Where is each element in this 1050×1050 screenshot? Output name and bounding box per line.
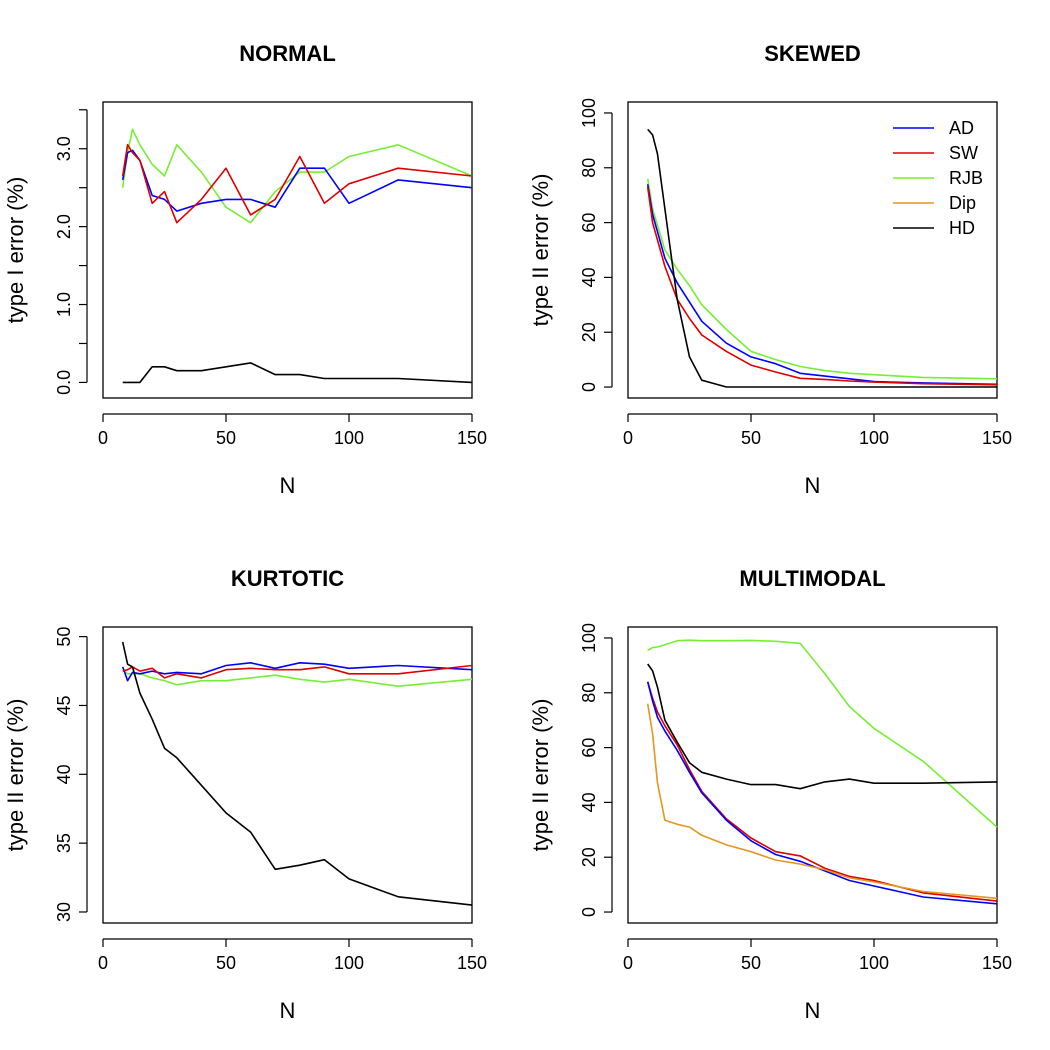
legend-label-rjb: RJB — [949, 168, 983, 188]
series-line-rjb — [647, 639, 998, 828]
x-tick-label: 50 — [216, 953, 236, 973]
chart-title: NORMAL — [239, 41, 336, 66]
x-tick-label: 0 — [98, 428, 108, 448]
legend-label-sw: SW — [949, 143, 978, 163]
panels: NORMAL 0 50 100 150 N 0.0 1.0 2.0 3.0 type I error… — [3, 41, 1012, 1023]
y-tick-label: 0 — [579, 907, 599, 917]
series-line-ad — [646, 681, 998, 905]
x-axis-label: N — [280, 998, 296, 1023]
y-tick-label: 40 — [579, 792, 599, 812]
y-axis-label: type I error (%) — [3, 177, 28, 324]
x-axis-label: N — [280, 473, 296, 498]
series-line-rjb — [121, 128, 473, 224]
chart-panel-kurtotic: KURTOTIC 0 50 100 150 N 30 35 40 45 50 type II erro… — [3, 566, 487, 1023]
series-line-sw — [122, 664, 473, 679]
x-tick-label: 150 — [982, 428, 1012, 448]
x-tick-label: 50 — [216, 428, 236, 448]
chart-panel-skewed: SKEWED 0 50 100 150 N 0 20 40 60 80 100 type II erro… — [528, 41, 1012, 498]
x-tick-label: 100 — [334, 428, 364, 448]
chart-title: SKEWED — [764, 41, 861, 66]
chart-panel-normal: NORMAL 0 50 100 150 N 0.0 1.0 2.0 3.0 type I error… — [3, 41, 487, 498]
y-tick-label: 20 — [579, 847, 599, 867]
series-line-rjb — [646, 178, 998, 380]
x-tick-label: 150 — [457, 428, 487, 448]
series-line-hd — [647, 128, 997, 388]
series-line-ad — [646, 184, 998, 386]
chart-title: KURTOTIC — [231, 566, 344, 591]
x-tick-label: 0 — [623, 428, 633, 448]
y-tick-label: 0.0 — [54, 370, 74, 395]
y-tick-label: 0 — [579, 382, 599, 392]
y-axis-label: type II error (%) — [528, 699, 553, 852]
y-tick-label: 40 — [54, 764, 74, 784]
y-tick-label: 100 — [579, 623, 599, 653]
y-tick-label: 35 — [54, 833, 74, 853]
y-tick-label: 50 — [54, 627, 74, 647]
x-tick-label: 150 — [457, 953, 487, 973]
y-tick-label: 60 — [579, 213, 599, 233]
legend-label-ad: AD — [949, 118, 974, 138]
series-line-sw — [646, 186, 998, 386]
y-tick-label: 1.0 — [54, 292, 74, 317]
y-tick-label: 2.0 — [54, 214, 74, 239]
legend-label-hd: HD — [949, 218, 975, 238]
series-line-dip — [646, 703, 998, 900]
series-line-ad — [121, 661, 473, 682]
plot-frame — [102, 101, 473, 399]
y-tick-label: 40 — [579, 267, 599, 287]
plot-frame — [627, 626, 998, 924]
x-tick-label: 50 — [741, 953, 761, 973]
chart-title: MULTIMODAL — [739, 566, 885, 591]
y-tick-label: 100 — [579, 98, 599, 128]
x-axis-label: N — [805, 473, 821, 498]
y-tick-label: 80 — [579, 683, 599, 703]
x-tick-label: 100 — [859, 428, 889, 448]
x-tick-label: 150 — [982, 953, 1012, 973]
series-line-hd — [122, 362, 473, 384]
y-tick-label: 3.0 — [54, 136, 74, 161]
y-tick-label: 20 — [579, 322, 599, 342]
legend: AD SW RJB Dip HD — [893, 118, 983, 238]
x-tick-label: 50 — [741, 428, 761, 448]
x-tick-label: 0 — [623, 953, 633, 973]
y-axis-label: type II error (%) — [3, 699, 28, 852]
y-tick-label: 45 — [54, 695, 74, 715]
x-tick-label: 100 — [859, 953, 889, 973]
plot-frame — [627, 101, 998, 399]
series-line-rjb — [122, 669, 473, 688]
y-axis-label: type II error (%) — [528, 174, 553, 327]
chart-panel-multimodal: MULTIMODAL 0 50 100 150 N 0 20 40 60 80 100 type II … — [528, 566, 1012, 1023]
x-axis-label: N — [805, 998, 821, 1023]
legend-label-dip: Dip — [949, 193, 976, 213]
series-line-hd — [121, 641, 473, 906]
x-tick-label: 0 — [98, 953, 108, 973]
plot-frame — [102, 626, 473, 924]
x-tick-label: 100 — [334, 953, 364, 973]
y-tick-label: 80 — [579, 158, 599, 178]
series-line-sw — [646, 681, 998, 902]
series-line-sw — [121, 144, 473, 224]
y-tick-label: 30 — [54, 902, 74, 922]
y-tick-label: 60 — [579, 738, 599, 758]
series-line-hd — [647, 663, 998, 790]
